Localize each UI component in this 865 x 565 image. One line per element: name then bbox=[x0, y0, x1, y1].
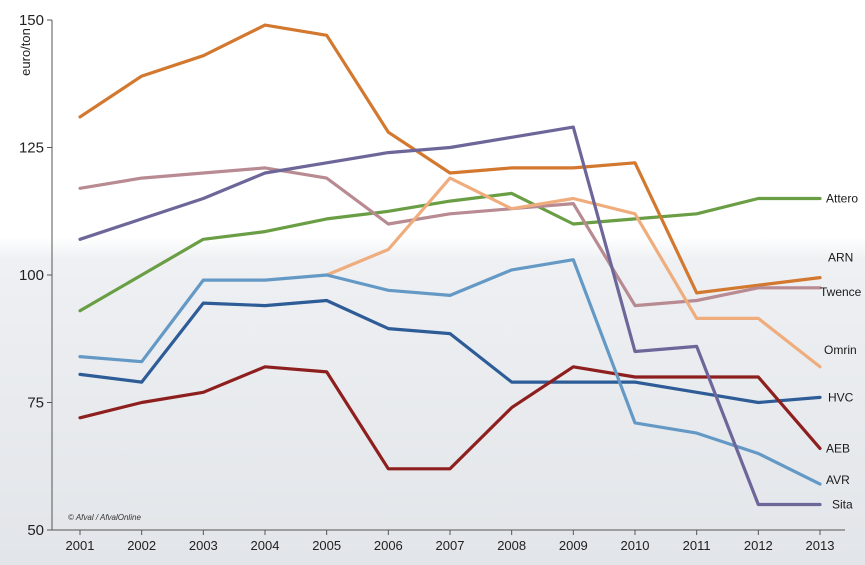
series-label-omrin: Omrin bbox=[824, 343, 857, 357]
series-line-hvc bbox=[78, 298, 822, 405]
x-tick-label: 2008 bbox=[497, 538, 526, 553]
x-tick-label: 2006 bbox=[374, 538, 403, 553]
series-lines bbox=[78, 23, 822, 507]
series-line-sita bbox=[78, 125, 822, 507]
x-tick-label: 2013 bbox=[806, 538, 835, 553]
series-label-arn: ARN bbox=[828, 251, 853, 265]
x-tick-label: 2012 bbox=[744, 538, 773, 553]
x-tick-label: 2004 bbox=[251, 538, 280, 553]
series-labels: Attero ARN Twence Omrin HVC AEB AVR Sita bbox=[820, 192, 862, 512]
series-line-attero bbox=[78, 191, 822, 313]
x-tick-label: 2011 bbox=[683, 538, 711, 553]
credit-note: © Afval / AfvalOnline bbox=[68, 513, 141, 522]
x-tick-label: 2001 bbox=[66, 538, 95, 553]
series-line-aeb bbox=[78, 365, 822, 471]
x-tick-label: 2007 bbox=[436, 538, 465, 553]
y-tick-label: 125 bbox=[19, 140, 44, 157]
series-label-hvc: HVC bbox=[828, 390, 854, 404]
series-label-avr: AVR bbox=[826, 473, 850, 487]
x-tick-label: 2003 bbox=[189, 538, 218, 553]
series-label-aeb: AEB bbox=[826, 441, 850, 455]
y-tick-label: 50 bbox=[27, 522, 44, 539]
series-label-sita: Sita bbox=[832, 498, 853, 512]
series-line-avr bbox=[78, 258, 822, 486]
y-tick-label: 100 bbox=[19, 267, 44, 284]
y-tick-label: 75 bbox=[27, 395, 44, 412]
series-line-twence bbox=[78, 166, 822, 308]
y-axis-title: euro/ton bbox=[18, 28, 33, 76]
axes: 50 75 100 125 150 2001 2002 2003 2004 2005 2006 200… bbox=[19, 12, 845, 553]
x-tick-label: 2005 bbox=[312, 538, 341, 553]
y-tick-label: 150 bbox=[19, 12, 44, 29]
series-label-twence: Twence bbox=[820, 285, 862, 299]
series-label-attero: Attero bbox=[826, 192, 858, 206]
x-tick-label: 2010 bbox=[621, 538, 650, 553]
series-line-omrin bbox=[325, 176, 822, 369]
series-line-arn bbox=[78, 23, 822, 295]
x-tick-label: 2009 bbox=[559, 538, 588, 553]
x-tick-label: 2002 bbox=[127, 538, 156, 553]
